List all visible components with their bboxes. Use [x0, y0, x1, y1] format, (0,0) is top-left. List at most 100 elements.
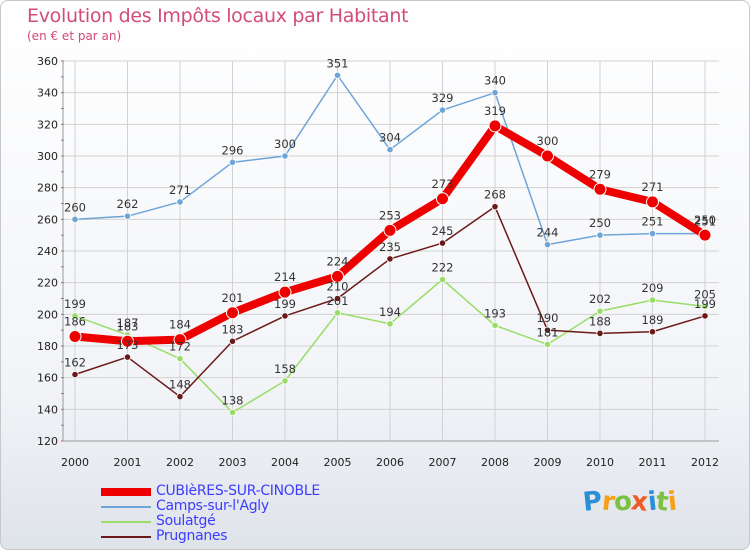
legend-swatch: [101, 488, 151, 496]
data-label: 351: [327, 56, 349, 70]
data-label: 300: [537, 134, 559, 148]
data-point: [543, 241, 552, 249]
data-point: [333, 294, 342, 303]
data-label: 250: [694, 213, 716, 227]
data-point: [331, 269, 344, 283]
data-point: [71, 312, 79, 320]
data-point: [648, 296, 657, 304]
logo-letter: i: [666, 486, 678, 518]
data-label: 194: [379, 305, 401, 319]
x-tick-label: 2004: [271, 456, 299, 469]
axes-layer: 120 140 160 180 200 220 240 260 280 300 320 340 360 2…: [37, 55, 719, 469]
data-point: [228, 337, 237, 345]
data-point: [488, 119, 502, 133]
data-label: 260: [64, 200, 86, 214]
y-tick-label: 300: [37, 150, 58, 163]
data-point: [281, 152, 289, 160]
y-tick-label: 240: [37, 245, 58, 258]
y-tick-label: 120: [37, 435, 58, 448]
data-label: 190: [537, 311, 559, 325]
y-tick-label: 260: [37, 213, 58, 226]
data-point: [701, 312, 709, 320]
data-point: [436, 192, 449, 206]
data-label: 235: [379, 240, 401, 254]
data-point: [648, 229, 657, 238]
data-point: [333, 309, 342, 317]
data-label: 172: [169, 340, 191, 354]
x-tick-label: 2005: [324, 456, 352, 469]
data-label: 184: [169, 318, 191, 332]
data-label: 162: [64, 356, 86, 370]
data-point: [173, 333, 187, 347]
x-tick-label: 2011: [639, 456, 667, 469]
data-point: [541, 149, 554, 163]
data-point: [176, 393, 184, 401]
data-label: 340: [484, 74, 506, 88]
data-point: [228, 158, 237, 166]
data-point: [596, 329, 604, 337]
data-label: 271: [642, 180, 664, 194]
y-tick-label: 320: [37, 118, 58, 131]
data-label: 251: [642, 215, 664, 229]
legend-label: CUBIèRES-SUR-CINOBLE: [156, 483, 320, 499]
data-label: 158: [274, 362, 296, 376]
x-tick-label: 2010: [586, 456, 614, 469]
data-label: 181: [537, 325, 559, 339]
legend-label: Soulatgé: [156, 513, 216, 529]
data-point: [386, 320, 394, 328]
data-label: 201: [222, 291, 244, 305]
data-label: 187: [117, 316, 139, 330]
data-point: [543, 326, 552, 334]
data-label: 183: [117, 319, 139, 333]
data-point: [121, 334, 134, 348]
data-label: 253: [379, 208, 401, 222]
data-label: 193: [484, 306, 506, 320]
data-label: 222: [432, 261, 454, 275]
y-tick-label: 140: [37, 403, 58, 416]
x-tick-label: 2006: [376, 456, 404, 469]
x-tick-label: 2000: [61, 456, 89, 469]
data-label: 183: [222, 322, 244, 336]
data-point: [281, 312, 289, 320]
proxiti-logo: Proxiti: [581, 486, 678, 518]
data-point: [491, 203, 499, 211]
data-point: [71, 370, 79, 379]
data-label: 271: [169, 183, 191, 197]
data-label: 202: [589, 292, 611, 306]
series-layer: [68, 71, 712, 417]
x-tick-label: 2009: [534, 456, 562, 469]
data-label: 138: [222, 394, 244, 408]
data-label: 199: [694, 297, 716, 311]
data-point: [228, 408, 237, 417]
chart-title: Evolution des Impôts locaux par Habitant: [27, 5, 409, 27]
data-point: [648, 328, 657, 336]
legend-item: Prugnanes: [101, 528, 421, 545]
data-label: 304: [379, 131, 401, 145]
data-point: [71, 215, 79, 223]
data-point: [491, 89, 499, 97]
data-point: [438, 275, 447, 284]
legend-item: CUBIèRES-SUR-CINOBLE: [101, 483, 421, 500]
data-label: 173: [117, 338, 139, 352]
data-point: [123, 353, 132, 361]
data-label: 250: [589, 216, 611, 230]
x-tick-label: 2003: [219, 456, 247, 469]
data-point: [386, 255, 394, 263]
legend-item: Camps-sur-l'Agly: [101, 498, 421, 515]
data-point: [593, 182, 607, 196]
y-tick-label: 180: [37, 340, 58, 353]
data-label: 189: [642, 313, 664, 327]
data-label: 273: [432, 177, 454, 191]
legend-label: Prugnanes: [156, 528, 228, 544]
data-point: [596, 231, 604, 239]
data-point: [438, 239, 447, 247]
data-point: [438, 106, 447, 114]
data-point: [123, 212, 132, 220]
chart-subtitle: (en € et par an): [27, 29, 122, 43]
data-point: [176, 198, 184, 206]
data-label: 188: [589, 314, 611, 328]
y-tick-label: 340: [37, 87, 58, 100]
data-label: 262: [117, 197, 139, 211]
y-tick-label: 160: [37, 372, 58, 385]
